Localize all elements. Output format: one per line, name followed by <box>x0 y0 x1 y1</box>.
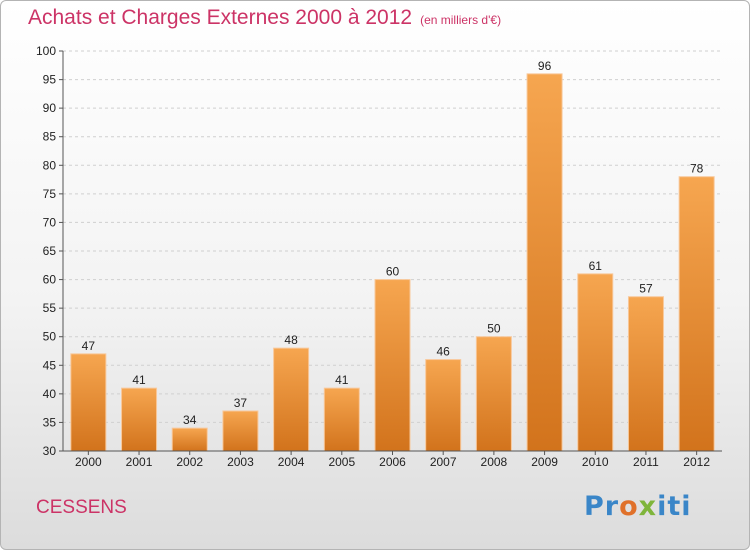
x-tick-label: 2010 <box>582 455 609 469</box>
bar <box>577 273 614 452</box>
y-tick-label: 50 <box>43 330 57 344</box>
bar-value-label: 50 <box>487 322 501 336</box>
bar-value-label: 48 <box>284 333 298 347</box>
x-tick-label: 2005 <box>328 455 355 469</box>
commune-name: CESSENS <box>36 497 127 518</box>
bar <box>374 279 411 452</box>
x-tick-label: 2001 <box>126 455 153 469</box>
x-tick-label: 2000 <box>75 455 102 469</box>
bar-value-label: 47 <box>82 339 96 353</box>
y-tick-label: 45 <box>43 358 57 372</box>
labels: 30 35 40 45 50 55 60 65 70 75 80 85 90 95 100 47 2000 41 2… <box>36 44 710 469</box>
y-tick-label: 85 <box>43 130 57 144</box>
x-tick-label: 2007 <box>430 455 457 469</box>
y-tick-label: 95 <box>43 73 57 87</box>
y-tick-label: 75 <box>43 187 57 201</box>
bar-value-label: 41 <box>335 373 349 387</box>
bar-value-label: 96 <box>538 59 552 73</box>
y-tick-label: 70 <box>43 215 57 229</box>
axes <box>59 50 722 455</box>
bar-value-label: 37 <box>234 396 248 410</box>
y-tick-label: 30 <box>43 444 57 458</box>
bar <box>678 176 715 452</box>
y-tick-label: 65 <box>43 244 57 258</box>
y-tick-label: 90 <box>43 101 57 115</box>
y-tick-label: 60 <box>43 273 57 287</box>
bar-value-label: 60 <box>386 265 400 279</box>
chart-title: Achats et Charges Externes 2000 à 2012 <box>28 6 413 29</box>
bars <box>70 73 715 452</box>
x-tick-label: 2011 <box>633 455 659 469</box>
grid-lines <box>63 50 722 452</box>
bar-value-label: 46 <box>437 345 451 359</box>
x-tick-label: 2006 <box>379 455 406 469</box>
bar <box>70 353 107 452</box>
bar-value-label: 34 <box>183 413 197 427</box>
chart-subtitle: (en milliers d'€) <box>420 13 502 27</box>
bar <box>171 427 208 452</box>
bar-value-label: 78 <box>690 162 704 176</box>
y-tick-label: 40 <box>43 387 57 401</box>
x-tick-label: 2004 <box>278 455 305 469</box>
x-tick-label: 2012 <box>683 455 710 469</box>
bar <box>475 336 512 452</box>
y-tick-label: 55 <box>43 301 57 315</box>
proxiti-logo: Proxiti <box>584 491 692 522</box>
x-tick-label: 2008 <box>481 455 508 469</box>
bar-value-label: 61 <box>589 259 603 273</box>
y-tick-label: 100 <box>36 44 56 58</box>
x-tick-label: 2002 <box>176 455 203 469</box>
title-row: Achats et Charges Externes 2000 à 2012 (e… <box>28 6 501 30</box>
bar <box>121 387 158 452</box>
bar <box>323 387 360 452</box>
x-tick-label: 2003 <box>227 455 254 469</box>
bar <box>273 347 310 452</box>
bar <box>526 73 563 452</box>
bar-value-label: 57 <box>639 282 653 296</box>
bar <box>627 296 664 452</box>
y-tick-label: 35 <box>43 415 57 429</box>
bar <box>222 410 259 452</box>
bar <box>425 359 462 452</box>
bar-value-label: 41 <box>132 373 146 387</box>
y-tick-label: 80 <box>43 158 57 172</box>
x-tick-label: 2009 <box>531 455 558 469</box>
